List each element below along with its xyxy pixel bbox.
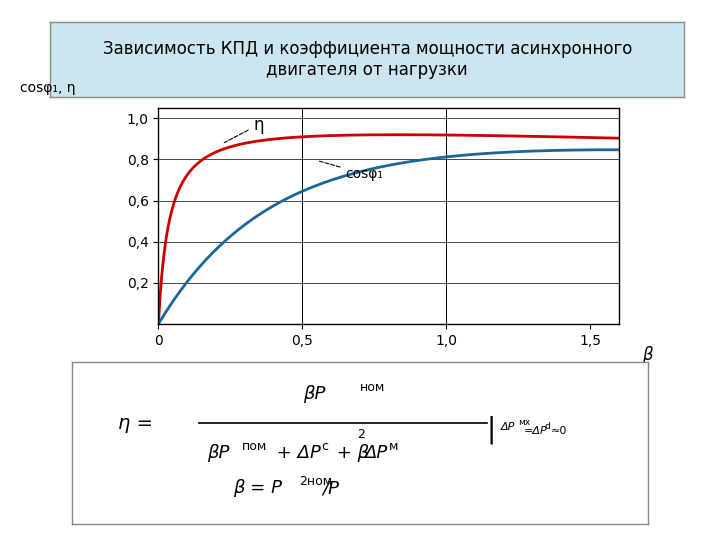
- Text: 2: 2: [357, 428, 365, 441]
- Text: d: d: [544, 422, 550, 431]
- Text: |: |: [487, 416, 496, 444]
- Text: β: β: [642, 346, 653, 363]
- Text: cosφ₁, η: cosφ₁, η: [20, 81, 76, 95]
- Text: + β: + β: [331, 443, 369, 462]
- Text: /P: /P: [323, 479, 340, 497]
- Text: 2ном: 2ном: [300, 475, 333, 488]
- Text: ΔP: ΔP: [501, 422, 516, 431]
- Text: ΔP: ΔP: [364, 443, 388, 462]
- Text: η: η: [224, 116, 264, 143]
- Text: βP: βP: [207, 443, 230, 462]
- Text: η =: η =: [118, 414, 153, 433]
- Text: c: c: [321, 440, 328, 453]
- Text: Зависимость КПД и коэффициента мощности асинхронного
двигателя от нагрузки: Зависимость КПД и коэффициента мощности …: [102, 40, 632, 79]
- Text: βP: βP: [302, 385, 325, 403]
- Text: пом: пом: [242, 440, 267, 453]
- Text: β = P: β = P: [233, 479, 282, 497]
- Text: ном: ном: [360, 381, 385, 394]
- Text: ≈0: ≈0: [552, 427, 567, 436]
- Text: + ΔP: + ΔP: [271, 443, 320, 462]
- Text: =ΔP: =ΔP: [524, 427, 548, 436]
- Text: cosφ₁: cosφ₁: [320, 161, 384, 181]
- Text: м: м: [389, 440, 398, 453]
- Text: мх: мх: [518, 417, 531, 427]
